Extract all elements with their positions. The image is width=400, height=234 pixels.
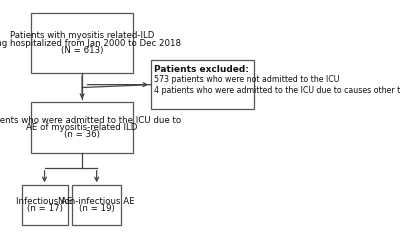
Text: Non-infectious AE: Non-infectious AE [58,197,135,206]
Text: (n = 17): (n = 17) [27,204,62,213]
Text: (N = 613): (N = 613) [61,46,103,55]
Text: Infectious AE: Infectious AE [16,197,73,206]
Text: (n = 36): (n = 36) [64,130,100,139]
Text: being hospitalized from Jan 2000 to Dec 2018: being hospitalized from Jan 2000 to Dec … [0,39,181,48]
Text: Patients with myositis related-ILD: Patients with myositis related-ILD [10,31,154,40]
Text: (n = 19): (n = 19) [79,204,114,213]
FancyBboxPatch shape [31,102,133,153]
Text: Patients excluded:: Patients excluded: [154,65,249,74]
Text: 573 patients who were not admitted to the ICU: 573 patients who were not admitted to th… [154,75,340,84]
Text: AE of myositis-related ILD: AE of myositis-related ILD [26,123,138,132]
Text: 4 patients who were admitted to the ICU due to causes other than AE: 4 patients who were admitted to the ICU … [154,86,400,95]
FancyBboxPatch shape [151,60,254,109]
FancyBboxPatch shape [31,13,133,73]
FancyBboxPatch shape [22,185,68,224]
FancyBboxPatch shape [72,185,121,224]
Text: Patients who were admitted to the ICU due to: Patients who were admitted to the ICU du… [0,116,181,124]
